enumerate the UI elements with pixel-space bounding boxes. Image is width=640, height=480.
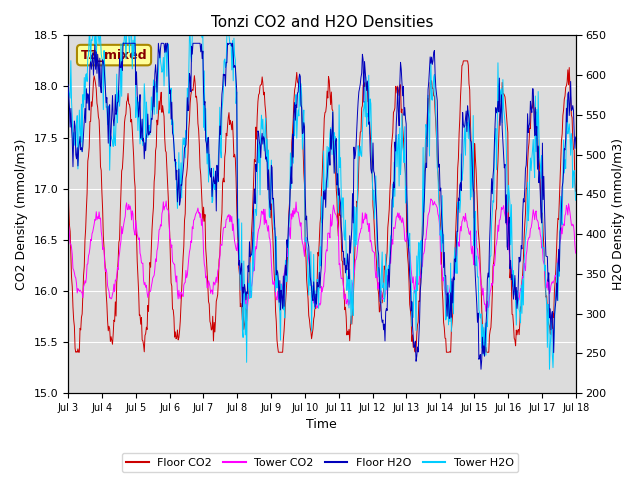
Y-axis label: H2O Density (mmol/m3): H2O Density (mmol/m3) <box>612 138 625 290</box>
Legend: Floor CO2, Tower CO2, Floor H2O, Tower H2O: Floor CO2, Tower CO2, Floor H2O, Tower H… <box>122 453 518 472</box>
X-axis label: Time: Time <box>307 419 337 432</box>
Y-axis label: CO2 Density (mmol/m3): CO2 Density (mmol/m3) <box>15 139 28 290</box>
Title: Tonzi CO2 and H2O Densities: Tonzi CO2 and H2O Densities <box>211 15 433 30</box>
Text: TZ_mixed: TZ_mixed <box>81 48 147 61</box>
